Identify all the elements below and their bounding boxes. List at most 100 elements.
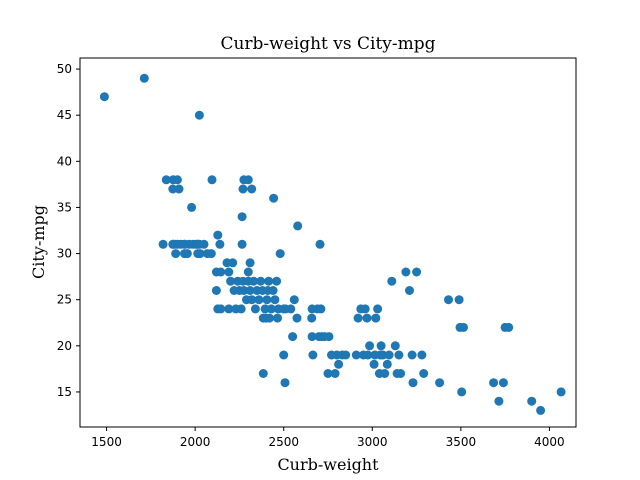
data-point [280,378,290,388]
data-point [206,249,216,259]
data-point [194,110,204,120]
data-point [279,350,289,360]
data-point [384,350,394,360]
data-point [376,341,386,351]
y-tick-label: 30 [57,247,72,261]
x-tick-label: 2500 [268,435,299,449]
y-tick-label: 20 [57,339,72,353]
data-point [265,313,274,323]
y-tick-label: 15 [57,385,72,399]
data-point [405,286,414,295]
data-point [316,304,326,314]
data-point [237,212,247,222]
data-point [270,295,280,305]
data-point [307,313,317,323]
data-point [226,276,236,286]
data-point [171,249,181,259]
data-point [260,304,270,314]
data-point [195,249,205,259]
data-point [330,369,340,378]
data-point [289,295,299,305]
data-point [266,304,276,314]
data-point [262,295,272,305]
data-point [419,369,429,378]
data-point [362,313,372,323]
data-point [308,350,318,360]
data-point [504,322,514,332]
data-point [238,184,248,194]
data-point [250,304,260,314]
data-point [273,313,282,323]
data-point [288,332,298,342]
data-point [380,369,390,378]
data-point [174,184,184,194]
data-point [237,239,247,249]
data-point [360,304,370,314]
data-point [187,202,197,212]
data-point [158,239,168,249]
data-point [275,249,285,259]
x-tick-label: 2000 [180,435,211,449]
data-point [454,295,464,305]
data-point [435,378,445,388]
data-point [371,313,381,323]
data-point [324,332,334,342]
data-point [245,258,255,268]
data-point [412,267,422,277]
data-point [382,359,392,369]
data-point [536,405,546,415]
data-point [269,193,279,203]
data-point [457,387,467,397]
data-point [254,295,264,305]
data-point [199,239,209,249]
data-point [286,304,296,314]
data-point [407,350,417,360]
x-tick-label: 3500 [446,435,477,449]
data-point [168,184,178,194]
data-point [272,276,282,286]
data-point [216,267,226,277]
data-point [172,175,182,185]
data-point [215,239,225,249]
y-axis-label: City-mpg [29,205,48,279]
data-point [390,341,400,351]
data-point [527,396,537,406]
data-point [182,249,192,259]
y-tick-label: 45 [57,108,72,122]
data-point [459,322,468,332]
data-point [353,313,363,323]
data-point [239,286,249,295]
data-point [293,221,303,231]
data-point [401,267,411,277]
data-point [258,369,268,378]
data-point [99,92,109,102]
data-point [216,304,226,314]
data-point [264,276,274,286]
y-tick-label: 25 [57,293,72,307]
y-axis-ticks: 15 20 25 30 35 40 45 50 [57,62,80,399]
data-point [224,304,234,314]
data-point [363,350,373,360]
data-point [247,184,257,194]
data-point [236,304,246,314]
data-point [341,350,351,360]
x-tick-label: 1500 [91,435,122,449]
y-tick-label: 35 [57,200,72,214]
data-point [213,230,223,240]
data-point [556,387,566,397]
y-tick-label: 40 [57,154,72,168]
data-point [243,267,253,277]
data-point [161,175,171,185]
data-point [369,359,379,369]
data-point [292,313,302,323]
data-point [228,258,238,268]
data-point [307,332,317,342]
data-point [351,350,361,360]
data-point [498,378,508,388]
x-tick-label: 4000 [534,435,565,449]
plot-frame [79,57,577,428]
x-axis-label: Curb-weight [277,455,379,474]
data-point [247,295,257,305]
data-point [378,350,388,360]
data-point [444,295,453,305]
